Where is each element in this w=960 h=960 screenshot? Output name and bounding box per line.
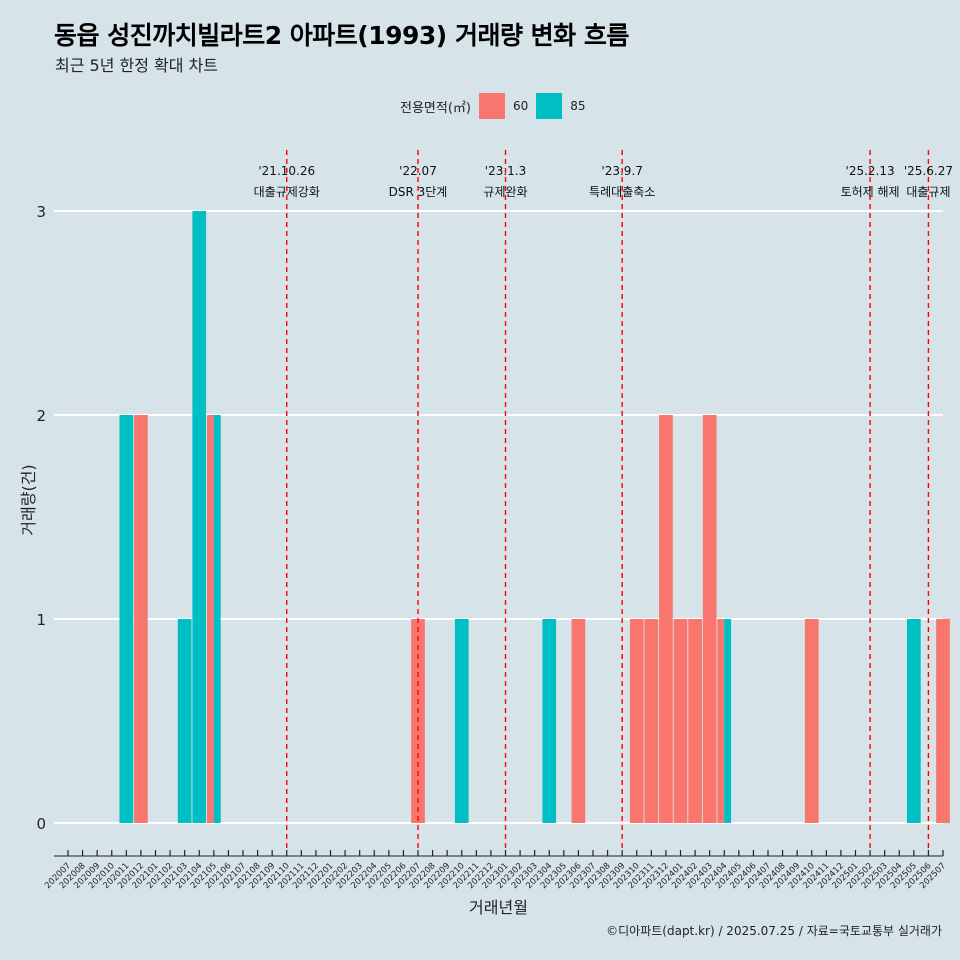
chart-caption: ©디아파트(dapt.kr) / 2025.07.25 / 자료=국토교통부 실… [606, 924, 942, 938]
bar-85-202505 [906, 619, 921, 823]
legend-label-85: 85 [570, 99, 586, 113]
legend: 전용면적(㎡) 60 85 [400, 93, 594, 119]
bar-60-202105 [206, 415, 214, 823]
event-name-label: 대출규제 [906, 185, 950, 199]
event-name-label: 규제완화 [483, 185, 527, 199]
x-axis-title: 거래년월 [469, 898, 528, 917]
y-tick-label: 3 [36, 203, 46, 221]
event-date-label: '25.6.27 [904, 164, 953, 178]
event-date-label: '22.07 [399, 164, 437, 178]
chart-subtitle: 최근 5년 한정 확대 차트 [55, 56, 219, 75]
event-name-label: DSR 3단계 [389, 185, 448, 199]
bar-60-202306 [571, 619, 586, 823]
bar-60-202404 [717, 619, 725, 823]
legend-label-60: 60 [512, 99, 529, 113]
event-date-label: '21.10.26 [258, 164, 315, 178]
bar-60-202310 [629, 619, 644, 823]
bar-60-202401 [673, 619, 688, 823]
bar-85-202304 [542, 619, 557, 823]
bar-60-202402 [688, 619, 702, 823]
bar-85-202103 [177, 619, 192, 823]
bar-85-202104 [192, 211, 207, 823]
event-date-label: '23.1.3 [485, 164, 526, 178]
bar-60-202507 [936, 619, 950, 823]
bar-85-202404 [724, 619, 732, 823]
event-name-label: 대출규제강화 [254, 185, 320, 199]
bar-85-202105 [213, 415, 221, 823]
y-tick-label: 1 [36, 611, 46, 629]
bar-60-202312 [659, 415, 673, 823]
chart-title: 동읍 성진까치빌라트2 아파트(1993) 거래량 변화 흐름 [54, 21, 629, 50]
event-name-label: 토허제 해제 [841, 185, 900, 199]
event-name-label: 특례대출축소 [589, 185, 655, 199]
bar-60-202311 [644, 619, 659, 823]
event-date-label: '23.9.7 [601, 164, 642, 178]
bar-85-202210 [454, 619, 469, 823]
legend-key-60 [478, 93, 505, 119]
bar-60-202403 [702, 415, 717, 823]
legend-key-85 [536, 93, 563, 119]
event-date-label: '25.2.13 [846, 164, 895, 178]
bar-60-202012 [134, 415, 148, 823]
bar-85-202011 [119, 415, 134, 823]
y-tick-label: 2 [36, 407, 46, 425]
y-axis-title: 거래량(건) [19, 464, 38, 535]
legend-title: 전용면적(㎡) [400, 100, 471, 116]
bar-60-202410 [804, 619, 819, 823]
y-tick-label: 0 [36, 815, 46, 833]
